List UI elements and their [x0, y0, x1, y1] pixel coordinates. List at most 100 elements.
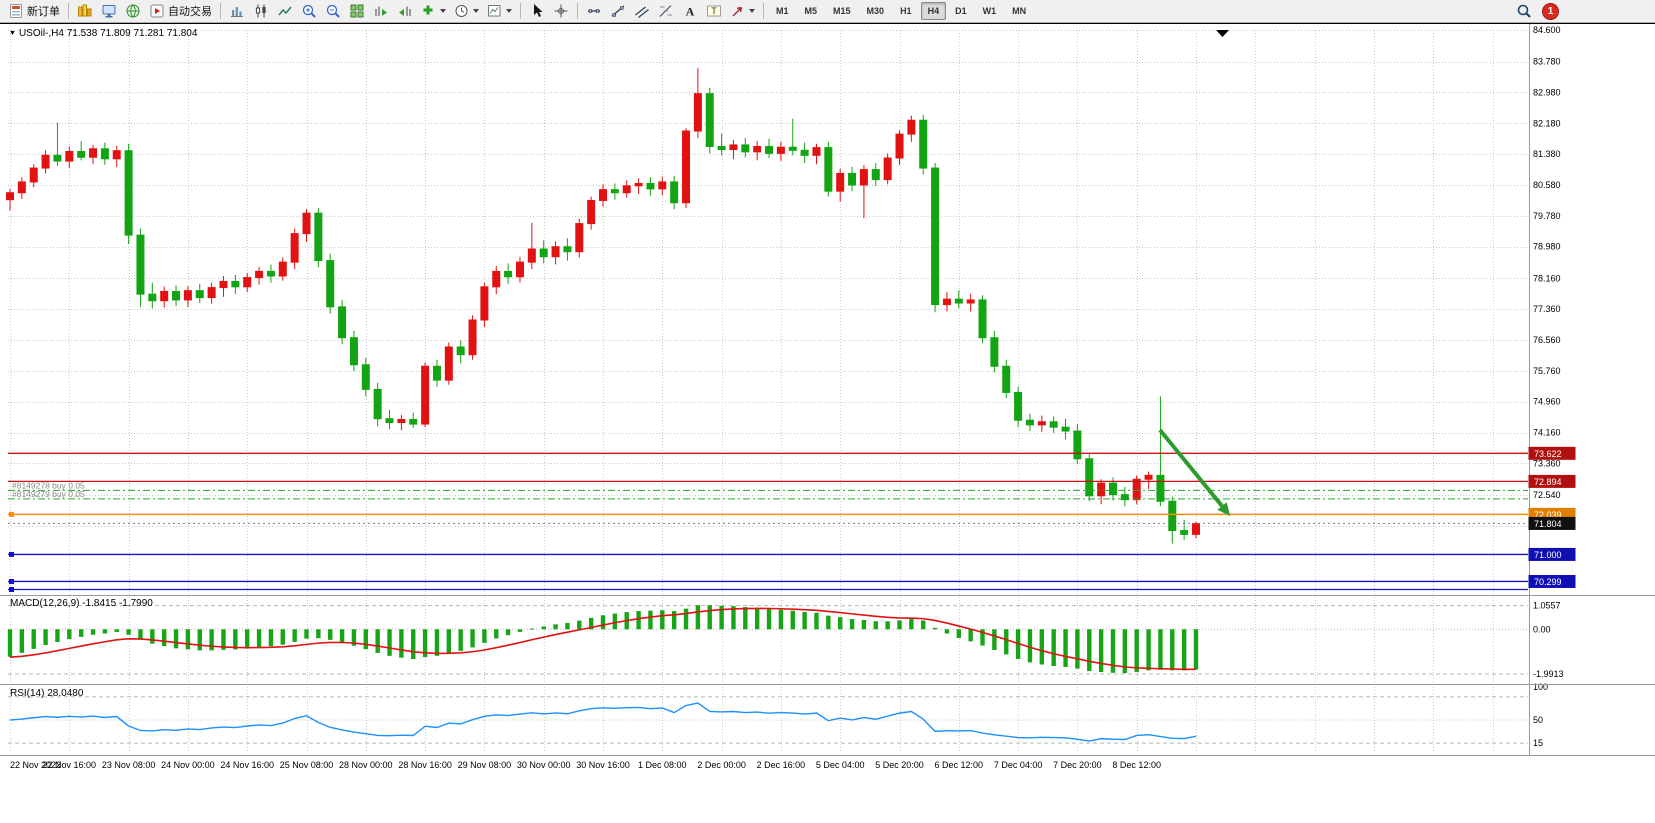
chart-shift-icon[interactable]: [394, 1, 416, 21]
auto-trading-button[interactable]: 自动交易: [146, 1, 215, 21]
line-handle: [9, 587, 14, 593]
tab-timeframe-M30[interactable]: M30: [866, 6, 885, 16]
candle: [124, 143, 133, 245]
toolbar-separator: [520, 3, 521, 19]
chart-shift-icon: [399, 6, 411, 16]
candle: [444, 342, 453, 385]
candle: [990, 330, 999, 373]
overlays[interactable]: #8149278 buy 0.05#8149279 buy 0.05 73.622…: [8, 428, 1576, 593]
time-tick-label: 5 Dec 04:00: [816, 760, 865, 770]
candle: [1014, 386, 1023, 428]
tab-timeframe-W1[interactable]: W1: [982, 6, 997, 16]
macd-label: MACD(12,26,9) -1.8415 -1.7990: [10, 598, 153, 609]
search-icon[interactable]: [1513, 1, 1535, 21]
candle: [409, 412, 418, 428]
candle: [942, 292, 951, 312]
market-watch-icon[interactable]: [74, 1, 96, 21]
equidistant-channel-icon[interactable]: [631, 1, 653, 21]
chart-header-text: USOil-,H4 71.538 71.809 71.281 71.804: [18, 28, 198, 39]
candle: [599, 184, 607, 207]
price-label-box: [1528, 574, 1576, 588]
cursor-icon[interactable]: [526, 1, 548, 21]
price-tick-label: 73.360: [1533, 458, 1561, 468]
svg-text:A: A: [686, 5, 695, 19]
tab-timeframe-M5[interactable]: M5: [804, 6, 818, 16]
periods-menu-icon[interactable]: [451, 1, 482, 21]
price-tick-label: 74.960: [1533, 397, 1561, 407]
candle: [385, 409, 394, 430]
tab-timeframe-M1[interactable]: M1: [776, 6, 789, 16]
zoom-out-icon[interactable]: [322, 1, 344, 21]
text-label-icon[interactable]: T: [703, 1, 725, 21]
price-tick-label: 84.600: [1533, 25, 1561, 35]
candlestick-mode-icon[interactable]: [250, 1, 272, 21]
templates-menu-icon[interactable]: [484, 1, 515, 21]
zoom-in-icon[interactable]: [298, 1, 320, 21]
candle: [1061, 418, 1070, 440]
price-label-text: 72.039: [1534, 510, 1562, 520]
time-tick-label: 30 Nov 16:00: [576, 760, 630, 770]
line-chart-mode-icon: [278, 6, 292, 16]
candle: [231, 274, 240, 295]
open-position-label: #8149279 buy 0.05: [12, 489, 85, 499]
auto-scroll-icon[interactable]: [370, 1, 392, 21]
indicators-menu-icon[interactable]: [418, 1, 449, 21]
tab-timeframe-MN[interactable]: MN: [1012, 6, 1027, 16]
line-chart-mode-icon[interactable]: [274, 1, 296, 21]
candle: [765, 138, 774, 159]
candle: [563, 238, 572, 261]
fibonacci-icon[interactable]: [655, 1, 677, 21]
arrows-icon: [732, 6, 743, 17]
auto-trading-icon: [150, 4, 164, 18]
candle: [278, 257, 287, 281]
auto-trading-button-label: 自动交易: [168, 6, 212, 18]
bar-chart-mode-icon: [231, 7, 243, 17]
arrows-icon[interactable]: [727, 1, 758, 21]
line-handle: [9, 578, 14, 584]
tab-timeframe-H4[interactable]: H4: [920, 2, 947, 20]
candle: [693, 67, 702, 138]
time-tick-label: 7 Dec 20:00: [1053, 760, 1102, 770]
price-tick-label: 74.160: [1533, 428, 1561, 438]
candle: [1049, 416, 1058, 433]
tile-windows-icon[interactable]: [346, 1, 368, 21]
indicators-menu-icon: [423, 5, 433, 15]
symbol-dropdown-icon[interactable]: ▼: [9, 30, 16, 37]
time-tick-label: 8 Dec 12:00: [1112, 760, 1161, 770]
notification-badge[interactable]: 1: [1542, 2, 1559, 20]
chart-ohlc-header: ▼ USOil-,H4 71.538 71.809 71.281 71.804: [9, 28, 197, 39]
text-icon[interactable]: A: [679, 1, 701, 21]
tab-timeframe-D1[interactable]: D1: [955, 6, 967, 16]
candle: [776, 141, 785, 162]
candle: [468, 315, 477, 360]
candle: [421, 362, 430, 428]
tab-timeframe-M15[interactable]: M15: [833, 6, 851, 16]
trendline-icon[interactable]: [607, 1, 629, 21]
panel-separators[interactable]: [0, 24, 1655, 756]
scroll-end-marker[interactable]: [1216, 30, 1229, 37]
dropdown-caret-icon: [506, 9, 512, 13]
macd-axis-label: 0.00: [1533, 624, 1551, 634]
data-window-icon[interactable]: [98, 1, 120, 21]
candle: [266, 264, 275, 283]
price-label-box: [1528, 446, 1576, 460]
price-label-text: 70.299: [1534, 577, 1562, 587]
time-tick-label: 23 Nov 08:00: [102, 760, 156, 770]
candle: [682, 128, 691, 209]
candle: [361, 357, 370, 397]
price-tick-label: 80.580: [1533, 180, 1561, 190]
bar-chart-mode-icon[interactable]: [226, 1, 248, 21]
candle: [907, 115, 916, 142]
time-tick-label: 24 Nov 16:00: [220, 760, 274, 770]
new-order-button[interactable]: 新订单: [5, 1, 63, 21]
tab-timeframe-H1[interactable]: H1: [900, 6, 912, 16]
candle: [1180, 519, 1189, 540]
crosshair-icon[interactable]: [550, 1, 572, 21]
horizontal-line-icon[interactable]: [583, 1, 605, 21]
candle: [705, 87, 714, 154]
navigator-icon[interactable]: [122, 1, 144, 21]
new-order-icon: [10, 4, 22, 18]
grid: [8, 30, 1528, 753]
